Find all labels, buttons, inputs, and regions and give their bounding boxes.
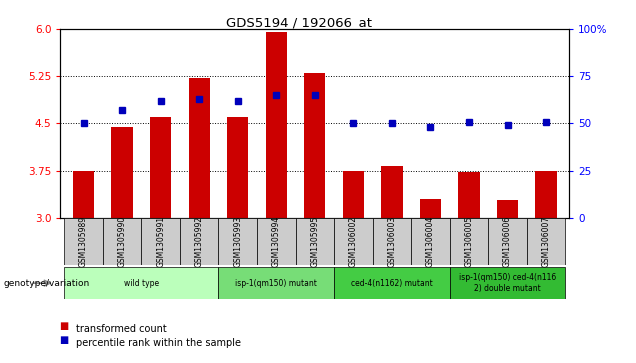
Bar — [304, 73, 326, 218]
Bar — [450, 218, 488, 265]
Bar — [373, 218, 411, 265]
Bar — [497, 200, 518, 218]
Bar — [334, 267, 450, 299]
Bar — [227, 117, 248, 218]
Bar — [488, 218, 527, 265]
Text: wild type: wild type — [124, 279, 159, 287]
Text: GSM1305995: GSM1305995 — [310, 216, 319, 267]
Bar — [180, 218, 218, 265]
Bar — [218, 218, 257, 265]
Text: genotype/variation: genotype/variation — [3, 279, 90, 287]
Bar — [64, 218, 103, 265]
Text: isp-1(qm150) ced-4(n116
2) double mutant: isp-1(qm150) ced-4(n116 2) double mutant — [459, 273, 556, 293]
Text: GSM1305989: GSM1305989 — [79, 216, 88, 267]
Text: GSM1306006: GSM1306006 — [503, 216, 512, 267]
Text: transformed count: transformed count — [76, 323, 167, 334]
Bar — [420, 199, 441, 218]
Bar — [459, 172, 480, 218]
Bar — [334, 218, 373, 265]
Text: GSM1306002: GSM1306002 — [349, 216, 358, 267]
Text: GSM1305994: GSM1305994 — [272, 216, 280, 267]
Text: ■: ■ — [60, 335, 73, 345]
Text: ■: ■ — [60, 321, 73, 331]
Bar — [103, 218, 141, 265]
Text: isp-1(qm150) mutant: isp-1(qm150) mutant — [235, 279, 317, 287]
Bar — [141, 218, 180, 265]
Bar — [527, 218, 565, 265]
Text: GSM1305991: GSM1305991 — [156, 216, 165, 267]
Text: GSM1306004: GSM1306004 — [426, 216, 435, 267]
Text: GSM1306003: GSM1306003 — [387, 216, 396, 267]
Text: ced-4(n1162) mutant: ced-4(n1162) mutant — [351, 279, 432, 287]
Bar — [450, 267, 565, 299]
Text: percentile rank within the sample: percentile rank within the sample — [76, 338, 241, 348]
Bar — [296, 218, 334, 265]
Bar — [218, 267, 334, 299]
Text: GSM1305992: GSM1305992 — [195, 216, 204, 267]
Bar — [257, 218, 296, 265]
Bar — [73, 171, 94, 218]
Bar — [343, 171, 364, 218]
Text: GSM1306005: GSM1306005 — [464, 216, 473, 267]
Bar — [150, 117, 171, 218]
Bar — [536, 171, 556, 218]
Bar — [64, 267, 218, 299]
Bar — [111, 127, 133, 218]
Text: GSM1305990: GSM1305990 — [118, 216, 127, 267]
Text: GSM1305993: GSM1305993 — [233, 216, 242, 267]
Bar — [411, 218, 450, 265]
Bar — [266, 32, 287, 218]
Bar — [189, 78, 210, 218]
Text: GDS5194 / 192066_at: GDS5194 / 192066_at — [226, 16, 372, 29]
Text: GSM1306007: GSM1306007 — [542, 216, 551, 267]
Bar — [382, 166, 403, 218]
